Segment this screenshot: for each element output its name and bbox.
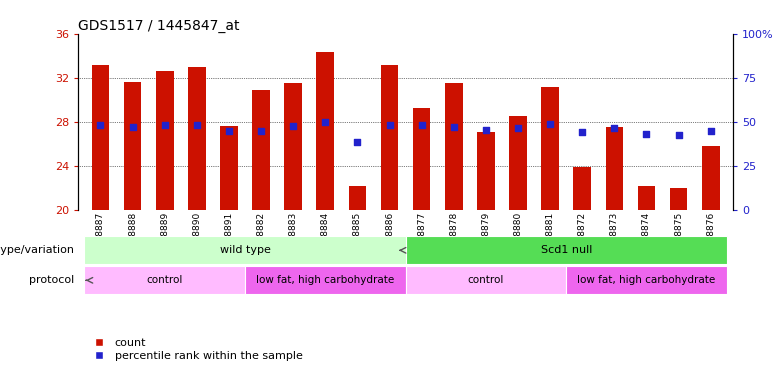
Bar	[124, 82, 141, 210]
Point	[544, 121, 556, 127]
Bar	[84, 266, 245, 294]
Bar	[220, 126, 238, 210]
Bar	[381, 64, 399, 210]
Bar	[84, 236, 406, 264]
Bar	[605, 128, 623, 210]
Text: low fat, high carbohydrate: low fat, high carbohydrate	[256, 275, 395, 285]
Bar	[566, 266, 727, 294]
Point	[287, 123, 300, 129]
Point	[512, 126, 524, 132]
Bar	[349, 186, 367, 210]
Bar	[406, 236, 727, 264]
Bar	[573, 167, 591, 210]
Point	[448, 124, 460, 130]
Point	[416, 122, 428, 128]
Bar	[252, 90, 270, 210]
Bar	[406, 266, 566, 294]
Bar	[541, 87, 559, 210]
Text: low fat, high carbohydrate: low fat, high carbohydrate	[577, 275, 715, 285]
Bar	[92, 64, 109, 210]
Point	[126, 124, 139, 130]
Text: Scd1 null: Scd1 null	[541, 245, 592, 255]
Bar	[638, 186, 655, 210]
Text: wild type: wild type	[220, 245, 271, 255]
Point	[319, 119, 332, 125]
Point	[190, 122, 203, 128]
Point	[640, 131, 653, 137]
Bar	[156, 71, 173, 210]
Text: GDS1517 / 1445847_at: GDS1517 / 1445847_at	[78, 19, 239, 33]
Bar	[702, 146, 719, 210]
Bar	[245, 266, 406, 294]
Point	[672, 132, 685, 138]
Text: protocol: protocol	[29, 275, 74, 285]
Point	[94, 122, 107, 128]
Point	[576, 129, 588, 135]
Point	[480, 127, 492, 133]
Text: genotype/variation: genotype/variation	[0, 245, 74, 255]
Bar	[317, 53, 334, 210]
Bar	[509, 116, 526, 210]
Point	[158, 122, 171, 128]
Text: control: control	[147, 275, 183, 285]
Legend: count, percentile rank within the sample: count, percentile rank within the sample	[83, 333, 307, 366]
Point	[608, 126, 621, 132]
Point	[383, 122, 395, 128]
Bar	[285, 83, 302, 210]
Text: control: control	[468, 275, 504, 285]
Bar	[445, 83, 463, 210]
Bar	[413, 108, 431, 210]
Point	[351, 139, 363, 145]
Point	[704, 128, 717, 134]
Bar	[670, 188, 687, 210]
Bar	[477, 132, 495, 210]
Bar	[188, 67, 206, 210]
Point	[255, 128, 268, 134]
Point	[223, 128, 236, 134]
